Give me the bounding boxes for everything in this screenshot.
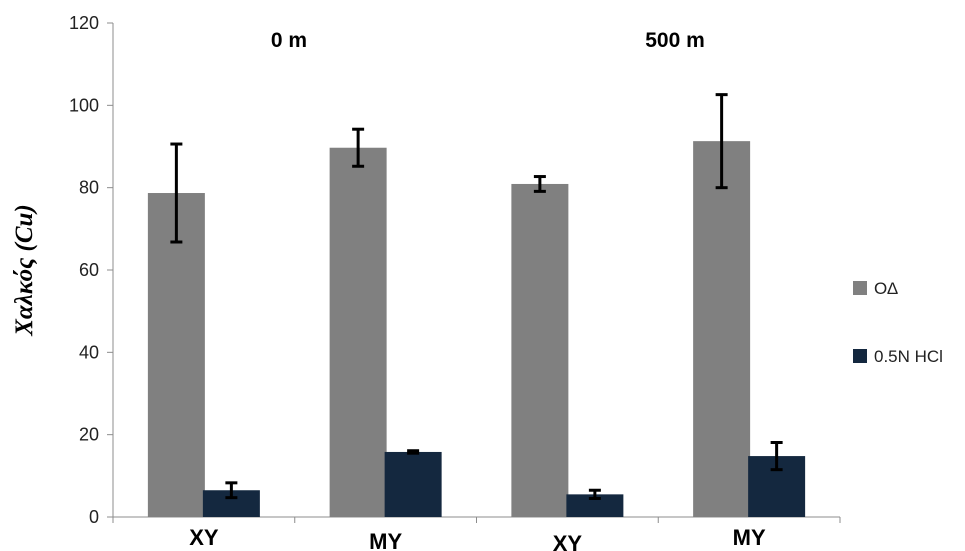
group-label: 0 m (271, 29, 307, 52)
y-axis-label: Χαλκός (Cu) (11, 204, 38, 337)
y-tick-label: 120 (69, 13, 99, 33)
labels: Χαλκός (Cu) XY MY XY MY 0 m 500 m (11, 29, 766, 551)
legend-label: ΟΔ (874, 279, 898, 298)
x-category-label: MY (369, 529, 402, 551)
x-category-label: MY (733, 525, 766, 550)
bar-od-2 (511, 183, 569, 517)
y-tick-label: 80 (79, 178, 99, 198)
x-category-label: XY (189, 525, 219, 550)
bar-od-3 (693, 141, 751, 518)
legend-swatch (853, 281, 867, 295)
error-bars (170, 93, 783, 500)
y-tick-label: 0 (89, 507, 99, 527)
bar-hcl-2 (566, 494, 624, 517)
y-tick-label: 40 (79, 342, 99, 362)
y-tick-label: 100 (69, 95, 99, 115)
y-tick-label: 20 (79, 425, 99, 445)
legend-label: 0.5N HCl (874, 347, 943, 366)
bar-hcl-1 (384, 451, 442, 517)
bars (147, 141, 806, 518)
legend: ΟΔ 0.5N HCl (853, 279, 943, 366)
legend-swatch (853, 349, 867, 363)
group-label: 500 m (645, 29, 705, 52)
x-category-label: XY (553, 531, 583, 551)
y-tick-label: 60 (79, 260, 99, 280)
bar-od-1 (329, 147, 387, 518)
bar-od-0 (147, 193, 205, 518)
